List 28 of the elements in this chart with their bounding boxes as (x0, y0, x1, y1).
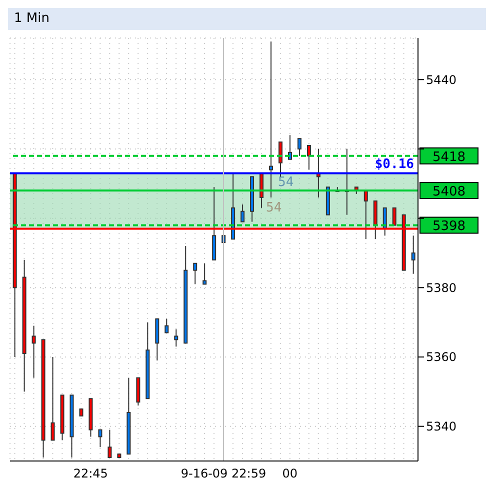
candlestick (174, 328, 178, 348)
annotation: 54 (278, 175, 294, 190)
x-tick-label: 22:45 (73, 466, 108, 481)
candlestick (32, 325, 36, 378)
ref-line-label: 5408 (432, 184, 466, 200)
candlestick (306, 144, 311, 170)
candlestick (297, 138, 302, 156)
candlestick (392, 207, 396, 226)
x-tick-label: 00 (282, 466, 298, 481)
ref-line-label: 5418 (432, 150, 466, 165)
chart-title: 1 Min (8, 8, 486, 30)
candlestick (108, 429, 112, 458)
y-tick-label: 5380 (426, 280, 457, 295)
candlestick (193, 262, 198, 285)
y-tick-label: 5440 (426, 72, 457, 87)
candlestick (278, 142, 282, 178)
candlestick (50, 356, 55, 441)
annotation: $0.16 (374, 157, 414, 172)
candlestick (164, 318, 169, 334)
y-tick-label: 5340 (426, 420, 457, 434)
y-tick-label: 5360 (426, 350, 457, 364)
annotation: 54 (266, 200, 282, 216)
candlestick (240, 204, 245, 222)
x-tick-label: 9-16-09 22:59 (180, 466, 266, 481)
ref-line-label: 5398 (432, 219, 466, 234)
candlestick (411, 235, 416, 274)
candlestick (98, 429, 102, 448)
candlestick (202, 262, 207, 285)
